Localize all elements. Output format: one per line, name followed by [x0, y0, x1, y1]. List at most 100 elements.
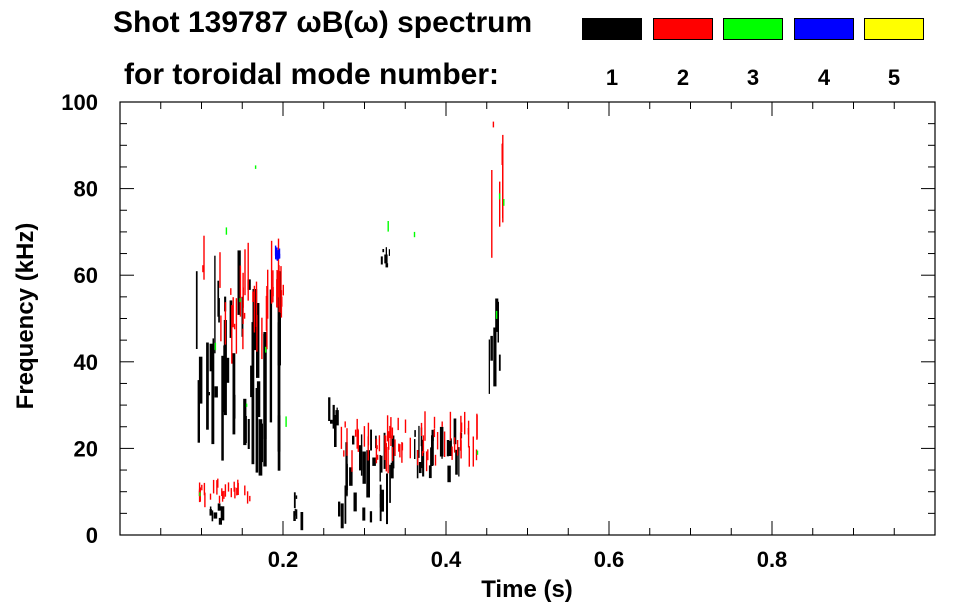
spectrum-mark [343, 450, 345, 457]
spectrum-mark [502, 143, 504, 219]
spectrum-mark [385, 263, 389, 268]
spectrum-mark [277, 271, 281, 366]
legend-swatch-mode-1 [582, 18, 642, 40]
spectrum-mark [382, 249, 385, 253]
series-mode-2-10 [202, 235, 284, 364]
spectrum-mark [249, 495, 251, 502]
series-mode-1-2 [243, 271, 281, 476]
spectrum-mark [417, 450, 419, 466]
spectrum-mark [389, 464, 391, 503]
spectrum-mark [468, 446, 470, 467]
spectrum-mark [243, 312, 246, 319]
spectrum-mark [232, 297, 234, 328]
spectrum-mark [223, 490, 225, 499]
spectrum-mark [387, 446, 389, 474]
spectrum-mark [391, 427, 394, 439]
legend-swatch-mode-5 [864, 18, 924, 40]
spectrum-mark [434, 454, 437, 466]
spectrum-mark [351, 450, 353, 472]
spectrum-mark [375, 438, 378, 464]
spectrum-mark [218, 298, 220, 323]
spectrum-mark [498, 193, 501, 200]
spectrum-mark [246, 491, 249, 504]
spectrum-mark [218, 495, 221, 504]
spectrum-mark [414, 439, 416, 459]
spectrum-mark [384, 435, 386, 460]
spectrum-mark [245, 403, 248, 407]
legend-label-mode-2: 2 [676, 65, 690, 90]
spectrum-mark [491, 170, 493, 258]
spectrum-mark [242, 272, 244, 324]
spectrum-mark [225, 227, 228, 235]
legend-label-mode-5: 5 [887, 65, 901, 90]
spectrum-mark [344, 485, 347, 524]
spectrum-mark [247, 419, 250, 449]
legend-label-mode-1: 1 [605, 65, 619, 90]
spectrum-mark [221, 491, 224, 502]
spectrum-mark [233, 481, 235, 492]
spectrum-mark [349, 467, 353, 486]
legend-swatch-mode-3 [723, 18, 783, 40]
axes: 0 20 40 60 80 100 0.2 0.4 0.6 0.8 [61, 90, 936, 572]
spectrum-mark [277, 322, 281, 452]
x-tick-label: 0.6 [594, 547, 625, 572]
spectrum-mark [503, 199, 505, 206]
spectrum-mark [367, 436, 369, 461]
x-axis-label: Time (s) [481, 576, 573, 603]
spectrum-mark [475, 449, 478, 461]
series-mode-1-8 [488, 298, 501, 394]
spectrum-mark [413, 231, 416, 238]
spectrum-mark [263, 332, 267, 439]
y-tick-label: 40 [74, 350, 98, 375]
spectrum-mark [431, 435, 434, 466]
spectrum-mark [380, 256, 383, 265]
spectrum-mark [441, 421, 443, 427]
spectrum-mark [360, 434, 363, 476]
spectrum-mark [261, 423, 263, 463]
spectrum-mark [359, 445, 363, 471]
spectrum-mark [376, 454, 379, 460]
spectrum-mark [443, 431, 446, 457]
legend-swatch-mode-4 [794, 18, 854, 40]
y-tick-label: 20 [74, 436, 98, 461]
spectrum-mark [421, 451, 424, 457]
spectrum-mark [219, 252, 221, 288]
spectrum-mark [198, 482, 201, 497]
series-mode-1-0 [209, 503, 225, 525]
spectrum-mark [199, 492, 201, 497]
spectrum-mark [372, 457, 376, 466]
spectrum-mark [202, 265, 204, 273]
spectrum-mark [414, 430, 416, 437]
spectrum-mark [258, 419, 263, 476]
spectrum-mark [209, 493, 212, 500]
spectrum-mark [441, 452, 443, 459]
spectrum-mark [244, 416, 247, 443]
spectrum-mark [490, 335, 493, 361]
spectrum-mark [460, 422, 463, 433]
spectrum-mark [209, 509, 212, 516]
spectrum-mark [389, 425, 391, 438]
spectrum-mark [498, 354, 501, 371]
spectrum-mark [381, 489, 384, 512]
spectrum-mark [436, 432, 439, 450]
spectrum-mark [450, 438, 452, 448]
spectrum-mark [439, 426, 444, 457]
spectrum-mark [230, 288, 232, 295]
spectrum-mark [247, 242, 249, 301]
spectrum-mark [231, 305, 233, 364]
spectrum-mark [239, 265, 242, 317]
spectrum-mark [214, 255, 216, 354]
spectrum-mark [387, 221, 389, 232]
spectrum-mark [198, 356, 203, 404]
spectrum-mark [418, 462, 422, 474]
spectrum-mark [397, 417, 399, 431]
spectrum-mark [230, 488, 232, 498]
spectrum-mark [256, 303, 260, 378]
spectrum-mark [346, 428, 348, 456]
spectrum-mark [422, 435, 425, 453]
spectrum-mark [476, 450, 479, 455]
spectrum-mark [295, 495, 298, 499]
legend-swatch-mode-2 [653, 18, 713, 40]
spectrum-mark [253, 285, 256, 333]
spectrum-mark [399, 444, 401, 458]
